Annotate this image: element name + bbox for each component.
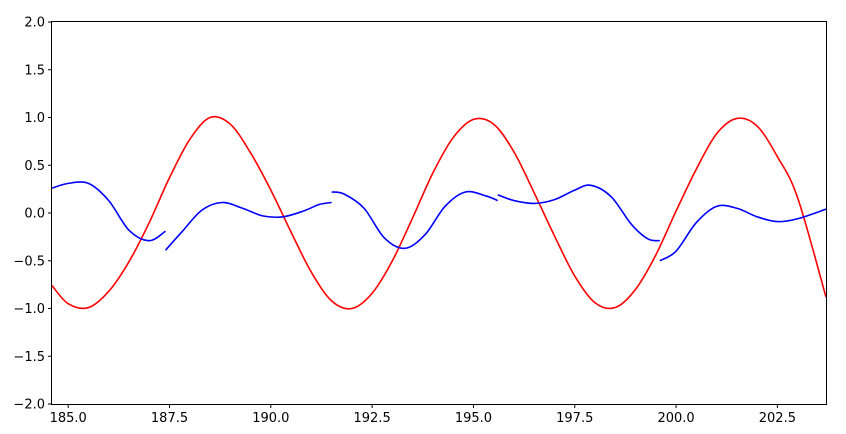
y-tick-label: −0.5 bbox=[13, 254, 45, 269]
blue-series-segment-1 bbox=[52, 181, 166, 242]
blue-series-segment-5 bbox=[659, 204, 826, 262]
blue-series-segment-4 bbox=[497, 184, 660, 242]
x-tick-label: 202.5 bbox=[759, 411, 796, 426]
x-tick-label: 197.5 bbox=[556, 411, 593, 426]
y-axis: −2.0 −1.5 −1.0 −0.5 0.0 0.5 1.0 1.5 2.0 bbox=[13, 16, 52, 413]
x-tick-label: 200.0 bbox=[657, 411, 694, 426]
series-layer bbox=[52, 115, 826, 310]
x-tick-label: 190.0 bbox=[252, 411, 289, 426]
blue-series-segment-3 bbox=[331, 190, 499, 250]
y-tick-label: −1.5 bbox=[13, 350, 45, 365]
x-tick-label: 185.0 bbox=[50, 411, 87, 426]
y-tick-label: 0.5 bbox=[24, 159, 45, 174]
blue-series-segment-2 bbox=[164, 201, 332, 251]
x-tick-label: 195.0 bbox=[455, 411, 492, 426]
y-tick-label: −2.0 bbox=[13, 398, 45, 413]
y-tick-label: 0.0 bbox=[24, 207, 45, 222]
red-series-segment-1 bbox=[52, 115, 826, 310]
x-axis: 185.0 187.5 190.0 192.5 195.0 197.5 200.0 202.5 bbox=[50, 404, 796, 426]
y-tick-label: −1.0 bbox=[13, 302, 45, 317]
y-tick-label: 1.5 bbox=[24, 63, 45, 78]
x-tick-label: 187.5 bbox=[151, 411, 188, 426]
y-tick-label: 2.0 bbox=[24, 16, 45, 31]
x-tick-label: 192.5 bbox=[354, 411, 391, 426]
y-tick-label: 1.0 bbox=[24, 111, 45, 126]
